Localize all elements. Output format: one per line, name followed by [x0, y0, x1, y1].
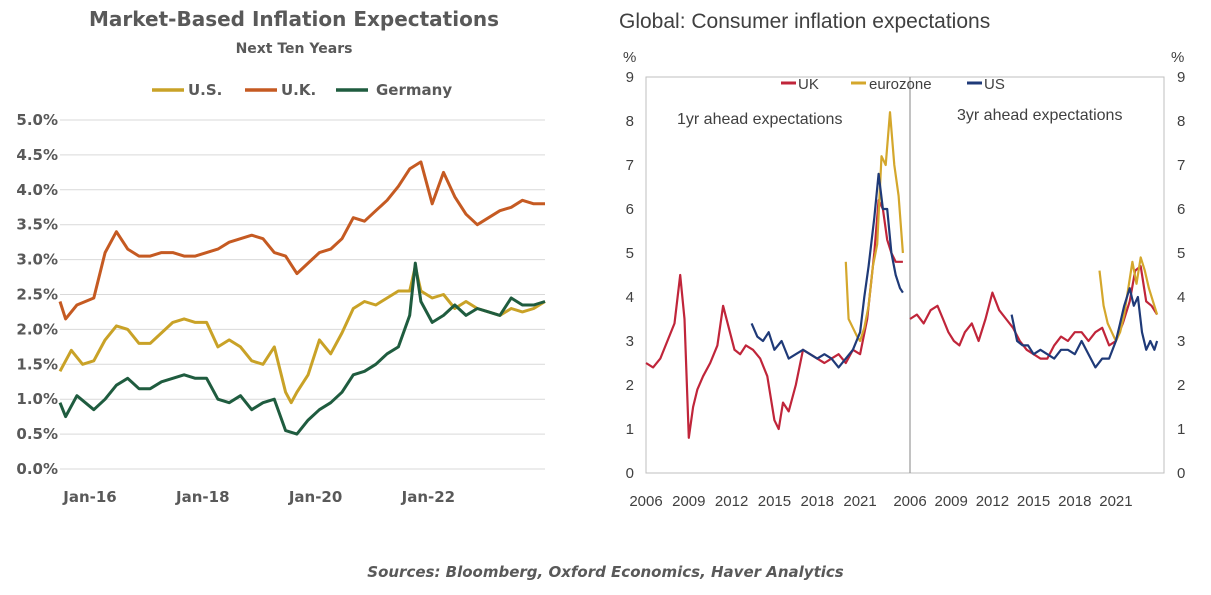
x-tick-label: 2021 — [843, 493, 876, 510]
market-inflation-chart: Market-Based Inflation Expectations Next… — [16, 7, 546, 506]
legend-label-germany: Germany — [376, 81, 452, 99]
chart1-y-tick-labels: 0.0% 0.5% 1.0% 1.5% 2.0% 2.5% 3.0% 3.5% 4.0% 4.5%… — [16, 111, 58, 478]
y-tick-label-left: 2 — [626, 377, 634, 394]
x-tick-label: 2009 — [935, 493, 968, 510]
series-line-u-k — [58, 160, 545, 321]
y-tick-label-left: 3 — [626, 333, 634, 350]
series-line-u-s — [58, 265, 546, 405]
x-tick-label: 2015 — [1017, 493, 1050, 510]
y-tick-label-right: 7 — [1177, 157, 1185, 174]
chart1-series — [58, 160, 546, 436]
y-tick-label: 1.5% — [16, 355, 58, 373]
x-tick-label: 2021 — [1099, 493, 1132, 510]
y-tick-label: 3.5% — [16, 216, 58, 234]
x-tick-label: 2012 — [715, 493, 748, 510]
y-tick-label: 0.5% — [16, 425, 58, 443]
series-line-germany — [58, 261, 546, 436]
x-tick-label: Jan-18 — [175, 488, 229, 506]
y-tick-label: 0.0% — [16, 460, 58, 478]
y-tick-label: 2.5% — [16, 286, 58, 304]
y-tick-label: 4.0% — [16, 181, 58, 199]
chart2-left-unit: % — [623, 49, 636, 66]
chart2-right-unit: % — [1171, 49, 1184, 66]
chart2-y-tick-labels: 0 0 1 1 2 2 3 3 4 4 5 5 6 6 7 7 8 8 9 9 — [626, 69, 1186, 482]
y-tick-label-right: 5 — [1177, 245, 1185, 262]
x-tick-label: 2018 — [801, 493, 834, 510]
annotation-1yr: 1yr ahead expectations — [677, 111, 842, 128]
legend-label-us-2: US — [984, 76, 1005, 93]
y-tick-label-left: 6 — [626, 201, 634, 218]
y-tick-label-right: 0 — [1177, 465, 1185, 482]
series-line-us-panel1 — [750, 172, 904, 369]
y-tick-label-left: 5 — [626, 245, 634, 262]
y-tick-label-right: 9 — [1177, 69, 1185, 86]
series-line-uk-panel2 — [909, 265, 1159, 360]
consumer-inflation-chart: Global: Consumer inflation expectations … — [619, 10, 1186, 510]
y-tick-label-left: 9 — [626, 69, 634, 86]
chart2-plot-frame — [645, 76, 1165, 474]
x-tick-label: Jan-16 — [62, 488, 116, 506]
y-tick-label-left: 7 — [626, 157, 634, 174]
y-tick-label-left: 0 — [626, 465, 634, 482]
y-tick-label-right: 3 — [1177, 333, 1185, 350]
x-tick-label: Jan-20 — [288, 488, 342, 506]
legend-label-uk-2: UK — [798, 76, 819, 93]
chart2-title: Global: Consumer inflation expectations — [619, 10, 990, 33]
x-tick-label: 2006 — [629, 493, 662, 510]
y-tick-label: 2.0% — [16, 320, 58, 338]
chart1-title: Market-Based Inflation Expectations — [89, 7, 499, 31]
y-tick-label: 3.0% — [16, 251, 58, 269]
y-tick-label-right: 1 — [1177, 421, 1185, 438]
series-line-us-panel2 — [1010, 287, 1159, 369]
series-line-eurozone-panel2 — [1098, 256, 1159, 343]
legend-label-uk: U.K. — [281, 81, 316, 99]
y-tick-label-left: 4 — [626, 289, 634, 306]
x-tick-label: 2015 — [758, 493, 791, 510]
series-line-uk-panel1 — [645, 199, 903, 439]
y-tick-label-right: 8 — [1177, 113, 1185, 130]
chart2-series — [645, 111, 1159, 439]
chart1-gridlines — [60, 119, 545, 470]
y-tick-label: 1.0% — [16, 390, 58, 408]
y-tick-label-left: 1 — [626, 421, 634, 438]
chart2-legend: UK eurozone US — [781, 76, 1005, 93]
y-tick-label-left: 8 — [626, 113, 634, 130]
series-line-eurozone-panel1 — [844, 111, 904, 343]
chart2-x-tick-labels: 2006 2009 2012 2015 2018 2021 2006 2009 2012 2015… — [629, 493, 1132, 510]
chart1-legend: U.S. U.K. Germany — [152, 81, 452, 99]
x-tick-label: 2018 — [1058, 493, 1091, 510]
x-tick-label: 2012 — [976, 493, 1009, 510]
x-tick-label: 2009 — [672, 493, 705, 510]
y-tick-label-right: 6 — [1177, 201, 1185, 218]
y-tick-label: 5.0% — [16, 111, 58, 129]
x-tick-label: Jan-22 — [401, 488, 455, 506]
y-tick-label-right: 2 — [1177, 377, 1185, 394]
source-note: Sources: Bloomberg, Oxford Economics, Ha… — [367, 563, 844, 581]
chart1-x-tick-labels: Jan-16 Jan-18 Jan-20 Jan-22 — [62, 488, 455, 506]
legend-label-us: U.S. — [188, 81, 222, 99]
y-tick-label: 4.5% — [16, 146, 58, 164]
x-tick-label: 2006 — [893, 493, 926, 510]
y-tick-label-right: 4 — [1177, 289, 1185, 306]
legend-label-eurozone: eurozone — [869, 76, 932, 93]
annotation-3yr: 3yr ahead expectations — [957, 107, 1122, 124]
chart1-subtitle: Next Ten Years — [236, 41, 353, 57]
